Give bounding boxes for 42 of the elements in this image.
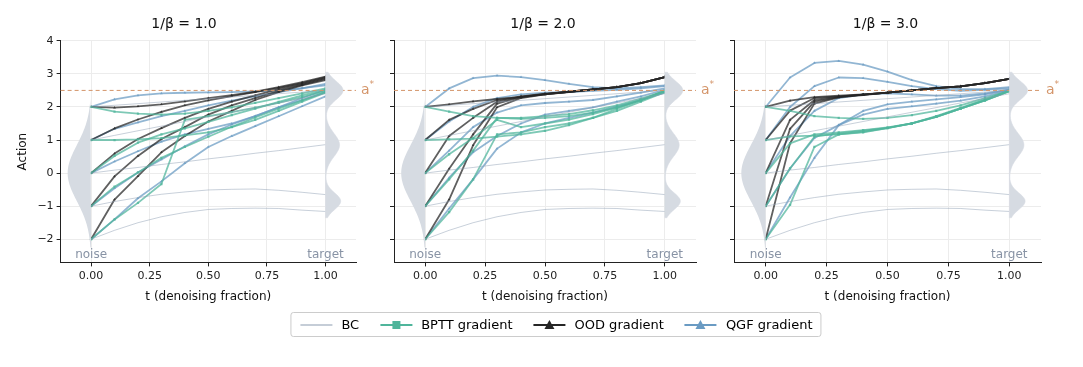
x-tick-label: 0.00 [753, 268, 778, 282]
chart-title: 1/β = 1.0 [151, 15, 217, 32]
annotation: noise [409, 246, 442, 261]
x-tick-label: 0.25 [814, 268, 839, 282]
annotation: target [991, 246, 1028, 261]
y-tick-label: 4 [46, 33, 54, 47]
y-tick-label: −1 [37, 199, 54, 213]
x-tick-label: 1.00 [313, 268, 338, 282]
annotation: noise [749, 246, 782, 261]
x-tick-label: 0.75 [936, 268, 961, 282]
legend-label: OOD gradient [574, 317, 664, 332]
ref-line-label: a* [701, 79, 715, 98]
legend-label: QGF gradient [725, 317, 813, 332]
x-tick-label: 0.75 [592, 268, 618, 282]
y-tick-label: 2 [46, 99, 54, 113]
x-tick-label: 1.00 [652, 268, 678, 282]
ref-line-label: a* [1046, 79, 1060, 98]
y-tick-label: 0 [46, 165, 54, 179]
y-tick-label: −2 [37, 232, 54, 246]
x-tick-label: 0.25 [472, 268, 498, 282]
annotation: target [307, 246, 345, 261]
chart-title: 1/β = 3.0 [852, 15, 919, 32]
x-tick-label: 0.00 [78, 268, 104, 282]
annotation: target [646, 246, 684, 261]
x-axis-title: t (denoising fraction) [482, 288, 608, 303]
y-tick-label: 1 [46, 132, 54, 146]
y-axis-title: Action [15, 132, 30, 171]
x-tick-label: 0.25 [137, 268, 162, 282]
x-tick-label: 1.00 [997, 268, 1022, 282]
x-tick-label: 0.50 [532, 268, 558, 282]
legend-label: BC [341, 317, 360, 332]
chart-title: 1/β = 2.0 [510, 15, 576, 32]
ref-line-label: a* [361, 79, 375, 98]
x-axis-title: t (denoising fraction) [145, 288, 272, 303]
x-tick-label: 0.75 [254, 268, 280, 282]
y-tick-label: 3 [46, 66, 54, 80]
x-tick-label: 0.00 [412, 268, 438, 282]
x-tick-label: 0.50 [875, 268, 900, 282]
x-tick-label: 0.50 [196, 268, 221, 282]
annotation: noise [75, 246, 108, 261]
x-axis-title: t (denoising fraction) [824, 288, 951, 303]
legend-label: BPTT gradient [421, 317, 513, 332]
